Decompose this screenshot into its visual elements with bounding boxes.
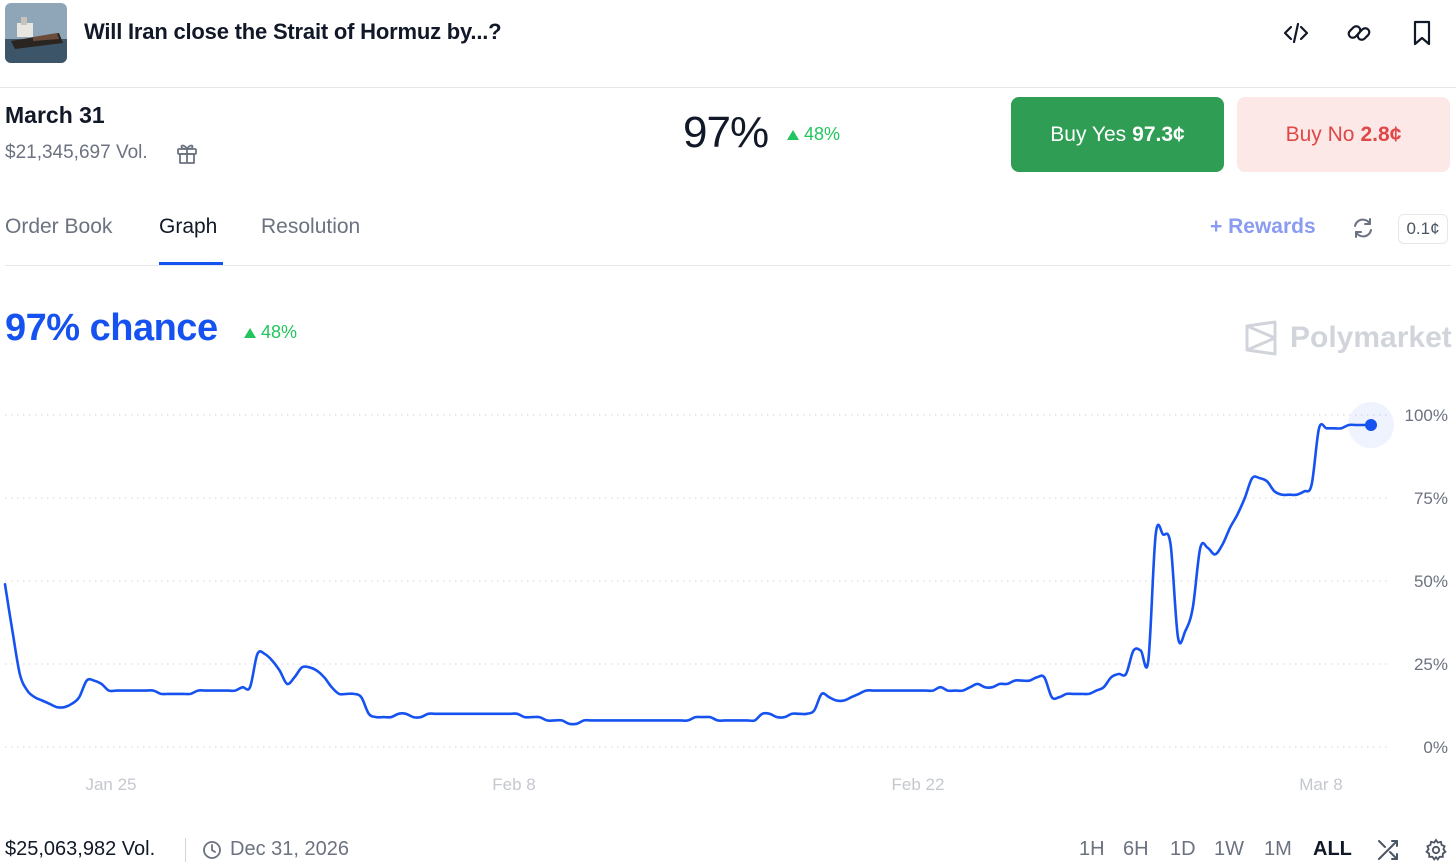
y-tick-label: 25% bbox=[1414, 655, 1448, 674]
bookmark-icon[interactable] bbox=[1407, 18, 1437, 48]
probability-change-value: 48% bbox=[804, 124, 841, 144]
active-tab-indicator bbox=[159, 262, 223, 265]
probability-change: 48% bbox=[787, 124, 840, 145]
embed-code-icon[interactable] bbox=[1281, 18, 1311, 48]
market-date: March 31 bbox=[5, 102, 105, 128]
polymarket-logo: Polymarket bbox=[1244, 320, 1452, 356]
tab-resolution[interactable]: Resolution bbox=[261, 215, 361, 238]
range-1d-button[interactable]: 1D bbox=[1170, 838, 1196, 860]
chance-change: 48% bbox=[244, 322, 297, 343]
polymarket-logo-text: Polymarket bbox=[1290, 321, 1452, 354]
refresh-icon[interactable] bbox=[1351, 216, 1375, 240]
settings-gear-icon[interactable] bbox=[1424, 838, 1448, 862]
x-axis-labels: Jan 25 Feb 8 Feb 22 Mar 8 bbox=[85, 775, 1342, 794]
polymarket-logo-icon bbox=[1245, 320, 1277, 356]
tick-size-selector[interactable]: 0.1¢ bbox=[1398, 214, 1448, 244]
buy-yes-price: 97.3¢ bbox=[1132, 122, 1185, 146]
buy-yes-button[interactable]: Buy Yes 97.3¢ bbox=[1011, 97, 1224, 172]
chart-grid bbox=[5, 414, 1388, 748]
chance-label: 97% chance bbox=[5, 307, 218, 349]
market-title: Will Iran close the Strait of Hormuz by.… bbox=[84, 19, 502, 44]
buy-yes-label: Buy Yes bbox=[1050, 122, 1127, 146]
current-price-marker bbox=[1348, 401, 1394, 448]
x-tick-label: Jan 25 bbox=[85, 775, 136, 794]
market-header: Will Iran close the Strait of Hormuz by.… bbox=[0, 0, 1456, 88]
market-thumbnail[interactable] bbox=[5, 3, 67, 63]
footer-divider bbox=[185, 838, 186, 862]
total-volume: $25,063,982 Vol. bbox=[5, 838, 156, 860]
probability-value: 97% bbox=[683, 108, 769, 157]
y-axis-labels: 100% 75% 50% 25% 0% bbox=[1405, 406, 1448, 757]
price-line-series bbox=[3, 422, 1373, 726]
up-triangle-icon bbox=[787, 129, 799, 140]
price-history-chart[interactable]: 100% 75% 50% 25% 0% Jan 25 Feb 8 Feb 22 Mar 8 bbox=[0, 390, 1456, 800]
current-price-dot bbox=[1365, 418, 1377, 431]
range-all-button[interactable]: ALL bbox=[1313, 838, 1352, 860]
link-icon[interactable] bbox=[1344, 18, 1374, 48]
y-tick-label: 50% bbox=[1414, 572, 1448, 591]
rewards-button[interactable]: + Rewards bbox=[1210, 215, 1316, 238]
gift-icon[interactable] bbox=[175, 141, 199, 165]
x-tick-label: Feb 8 bbox=[492, 775, 535, 794]
range-6h-button[interactable]: 6H bbox=[1123, 838, 1149, 860]
buy-no-button[interactable]: Buy No 2.8¢ bbox=[1237, 97, 1450, 172]
buy-no-label: Buy No bbox=[1285, 122, 1355, 146]
range-1w-button[interactable]: 1W bbox=[1214, 838, 1244, 860]
range-1m-button[interactable]: 1M bbox=[1264, 838, 1292, 860]
y-tick-label: 100% bbox=[1405, 406, 1448, 425]
x-tick-label: Mar 8 bbox=[1299, 775, 1342, 794]
buy-no-price: 2.8¢ bbox=[1360, 122, 1402, 146]
price-line bbox=[3, 422, 1373, 726]
tabs-divider bbox=[5, 265, 1451, 266]
chance-change-value: 48% bbox=[261, 322, 298, 342]
market-volume: $21,345,697 Vol. bbox=[5, 142, 148, 163]
shuffle-icon[interactable] bbox=[1376, 838, 1400, 862]
end-date: Dec 31, 2026 bbox=[202, 838, 349, 861]
y-tick-label: 75% bbox=[1414, 489, 1448, 508]
tab-graph[interactable]: Graph bbox=[159, 215, 218, 238]
y-tick-label: 0% bbox=[1423, 738, 1448, 757]
x-tick-label: Feb 22 bbox=[892, 775, 945, 794]
tab-order-book[interactable]: Order Book bbox=[5, 215, 113, 238]
clock-icon bbox=[203, 840, 221, 859]
up-triangle-icon bbox=[244, 327, 256, 338]
range-1h-button[interactable]: 1H bbox=[1079, 838, 1105, 860]
end-date-value: Dec 31, 2026 bbox=[230, 838, 349, 860]
